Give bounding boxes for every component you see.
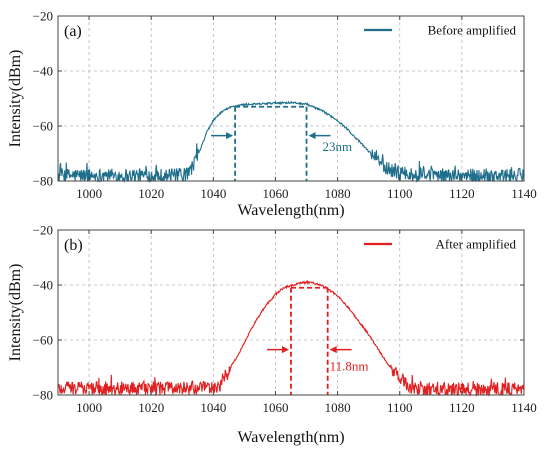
- bandwidth-arrow-right-head: [329, 346, 337, 354]
- series-line: [57, 100, 525, 184]
- x-tick-label: 1060: [262, 400, 288, 415]
- bandwidth-arrow-left-head: [282, 346, 289, 354]
- x-tick-label: 1100: [387, 186, 413, 201]
- bandwidth-arrow-right-head: [308, 132, 316, 140]
- y-tick-label: −40: [33, 278, 53, 293]
- y-axis-title: Intensity(dBm): [7, 50, 24, 148]
- y-tick-label: −60: [33, 119, 53, 134]
- x-tick-label: 1120: [449, 400, 475, 415]
- x-axis-title: Wavelength(nm): [237, 429, 344, 446]
- plot-frame: [57, 229, 525, 396]
- legend-label: Before amplified: [428, 23, 517, 38]
- x-tick-label: 1100: [387, 400, 413, 415]
- x-tick-label: 1000: [76, 186, 102, 201]
- y-tick-label: −20: [33, 9, 53, 24]
- bandwidth-label: 23nm: [323, 139, 353, 154]
- plot-frame: [57, 15, 525, 182]
- y-tick-label: −20: [33, 223, 53, 238]
- x-tick-label: 1140: [511, 186, 537, 201]
- x-tick-label: 1060: [262, 186, 288, 201]
- panel-b: 11.8nm 1000 1020 1040 1060 1080 1100 1120 1140 −8…: [7, 223, 537, 447]
- y-tick-label: −80: [33, 388, 53, 403]
- legend-label: After amplified: [436, 237, 517, 252]
- x-tick-label: 1000: [76, 400, 102, 415]
- x-tick-label: 1120: [449, 186, 475, 201]
- x-axis-title: Wavelength(nm): [237, 202, 344, 219]
- bandwidth-label: 11.8nm: [330, 358, 369, 373]
- panel-label: (b): [64, 237, 83, 254]
- y-tick-label: −80: [33, 174, 53, 189]
- x-tick-label: 1040: [200, 186, 226, 201]
- x-tick-label: 1140: [511, 400, 537, 415]
- bandwidth-arrow-left-head: [226, 132, 234, 140]
- x-tick-label: 1020: [138, 186, 164, 201]
- y-tick-label: −40: [33, 64, 53, 79]
- x-tick-label: 1020: [138, 400, 164, 415]
- panel-label: (a): [64, 23, 82, 40]
- y-axis-title: Intensity(dBm): [7, 264, 24, 362]
- series-line: [57, 279, 525, 398]
- x-tick-label: 1080: [325, 186, 351, 201]
- x-tick-label: 1040: [200, 400, 226, 415]
- panel-a: 23nm 1000 1020 1040 1060 1080 1100 1120 1140 −80 −…: [7, 9, 537, 220]
- y-tick-label: −60: [33, 333, 53, 348]
- x-tick-label: 1080: [325, 400, 351, 415]
